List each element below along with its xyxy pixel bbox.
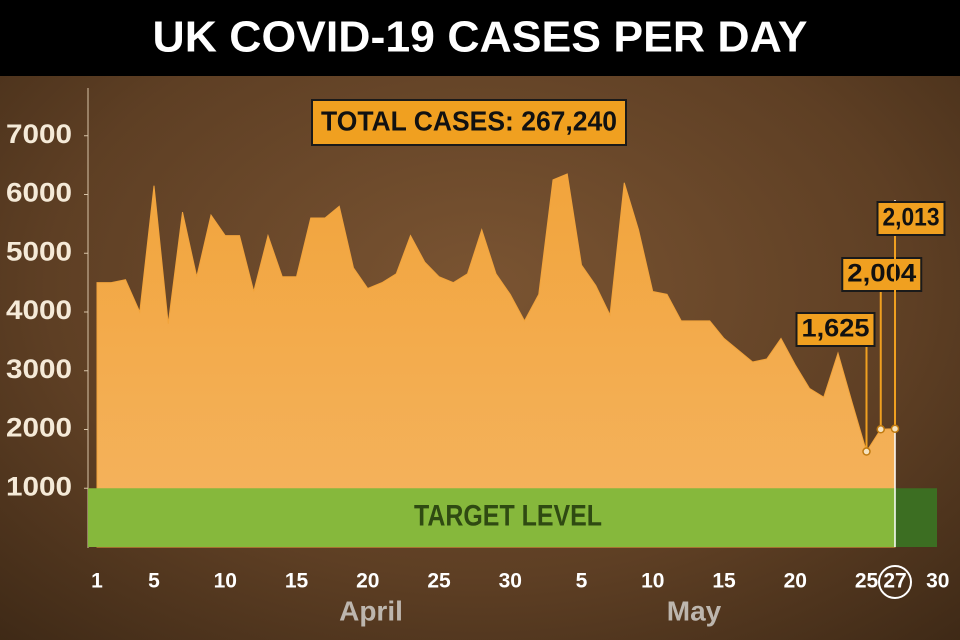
area (96, 173, 896, 548)
x-tick-label: 20 (784, 570, 807, 593)
x-tick-label: 25 (855, 570, 879, 593)
x-tick-label: 25 (427, 570, 451, 593)
x-tick-label: 5 (576, 570, 588, 593)
y-tick-label: 1000 (6, 471, 72, 501)
value-label-box (795, 312, 876, 347)
month-label: April (339, 595, 403, 626)
target-label: TARGET LEVEL (414, 500, 602, 533)
value-label: 2,004 (847, 260, 916, 288)
highlight-ring (878, 565, 912, 599)
x-tick-label: 30 (926, 570, 949, 593)
y-tick-label: 7000 (6, 119, 72, 149)
month-label: May (667, 595, 722, 626)
x-tick-label: 10 (214, 570, 237, 593)
value-label: 1,625 (802, 315, 870, 343)
x-tick-label: 27 (883, 570, 906, 593)
chart-title: UK COVID-19 CASES PER DAY (153, 13, 808, 62)
value-label: 2,013 (883, 204, 940, 232)
point (876, 425, 885, 434)
x-tick-label: 20 (356, 570, 379, 593)
annotation: TOTAL CASES: 267,240 (321, 105, 617, 136)
target-band-future (895, 488, 937, 547)
y-tick-label: 3000 (6, 354, 72, 384)
target-band (88, 488, 895, 547)
x-tick-label: 5 (148, 570, 160, 593)
annotation-box (311, 99, 627, 146)
x-tick-label: 1 (91, 570, 103, 593)
y-tick-label: 2000 (6, 413, 72, 443)
x-tick-label: 30 (499, 570, 522, 593)
point (862, 447, 871, 456)
x-tick-label: 15 (285, 570, 309, 593)
point (890, 424, 900, 433)
y-tick-label: 5000 (6, 236, 72, 266)
value-label-box (841, 257, 923, 292)
y-tick-label: 6000 (6, 178, 72, 208)
x-tick-label: 10 (641, 570, 664, 593)
x-tick-label: 15 (712, 570, 736, 593)
y-tick-label: 4000 (6, 295, 72, 325)
value-label-box (876, 201, 946, 236)
title-band (0, 0, 960, 76)
